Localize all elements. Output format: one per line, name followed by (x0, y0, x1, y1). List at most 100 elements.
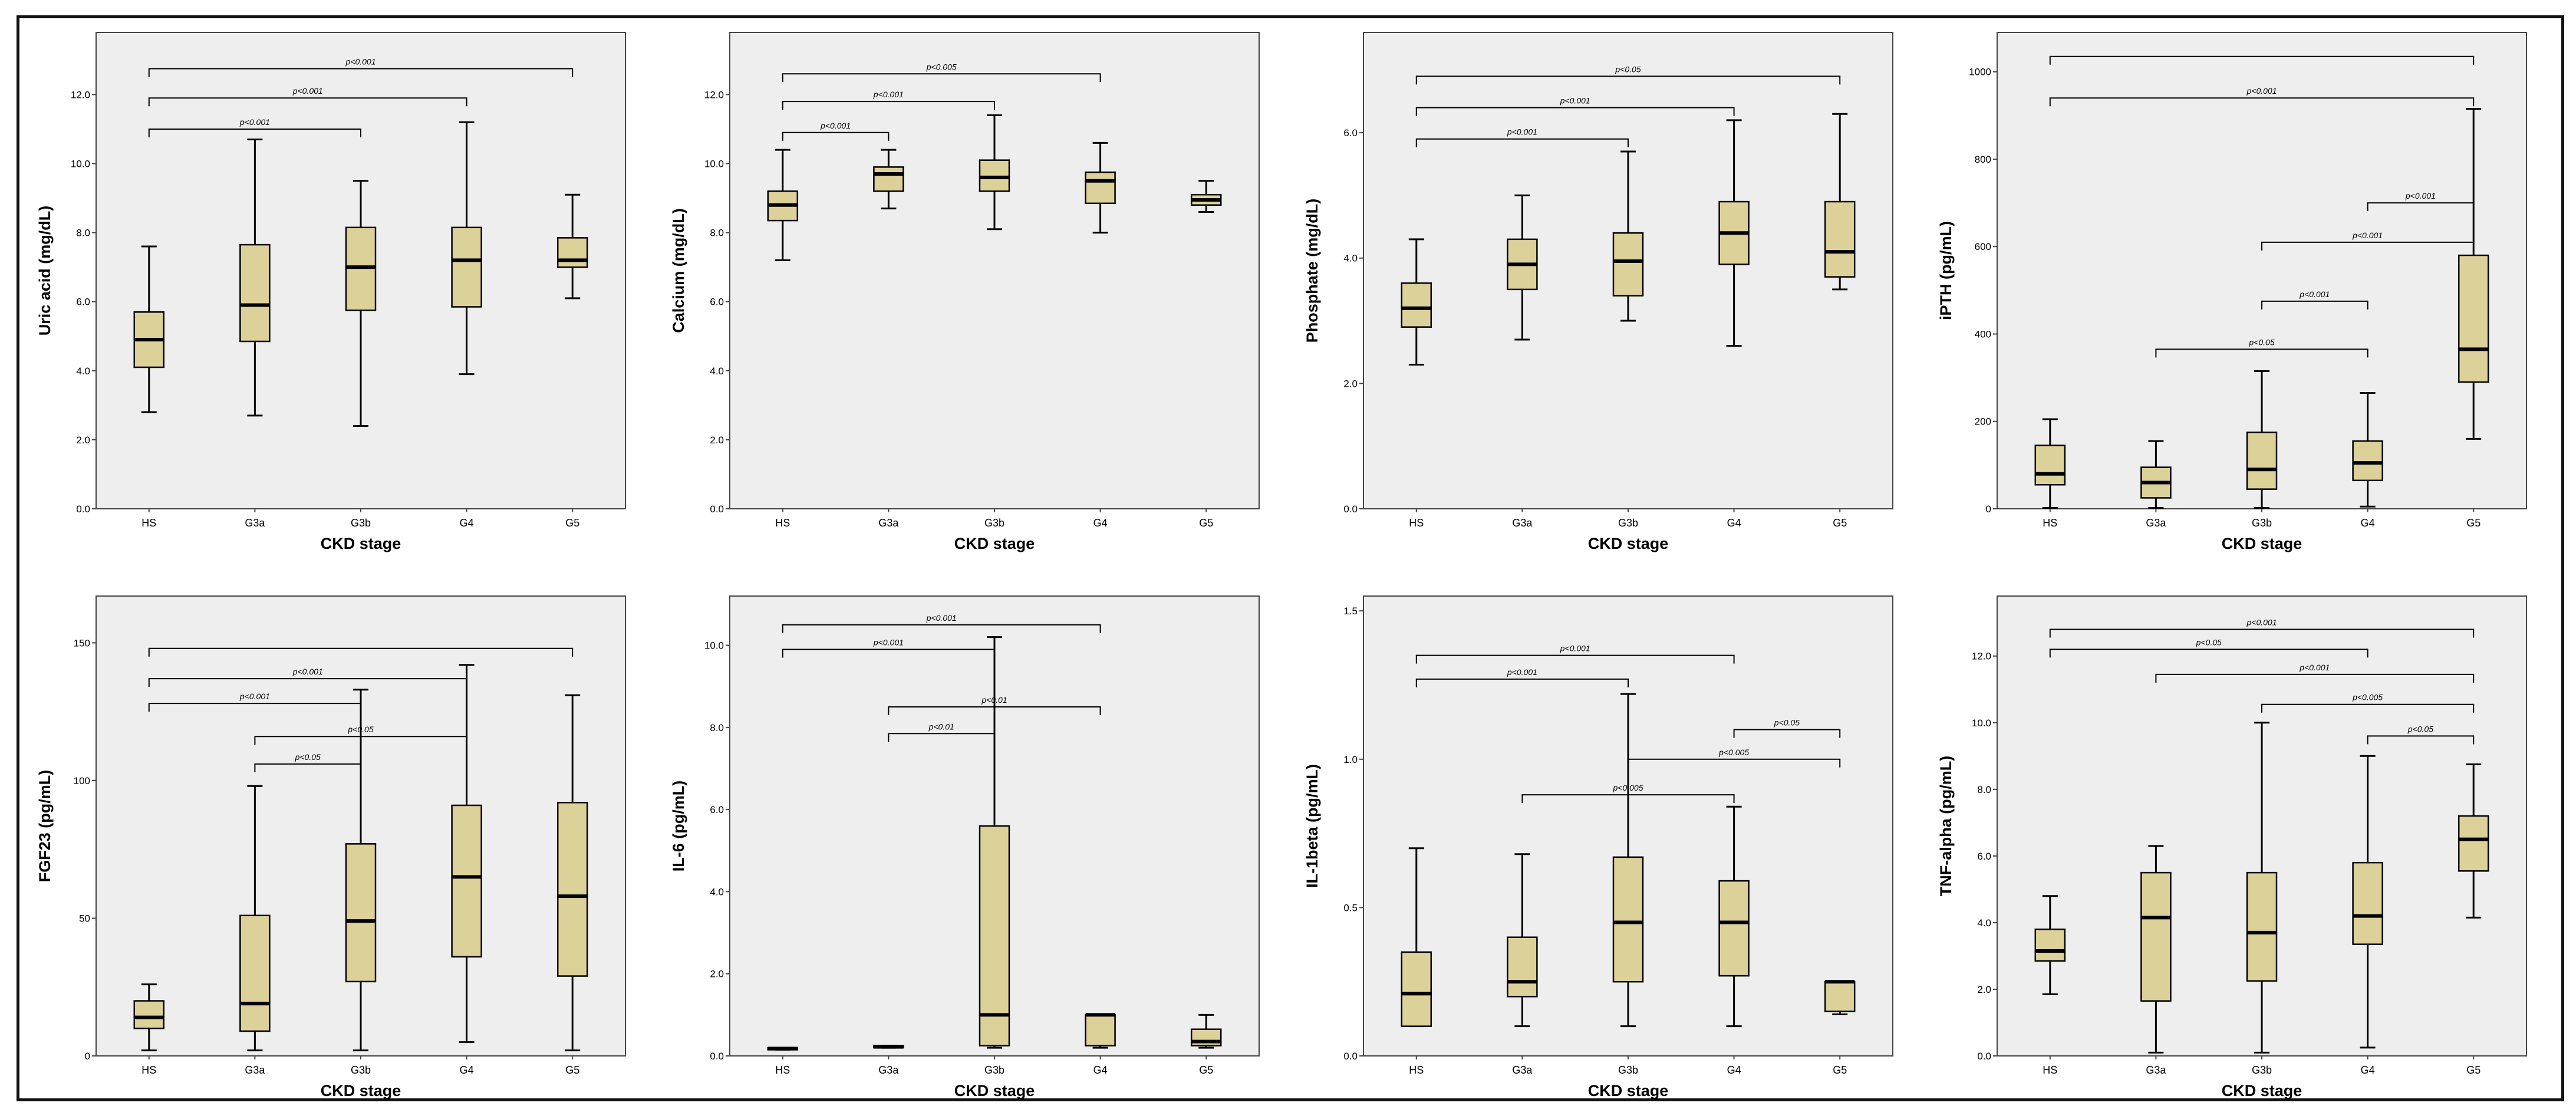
y-tick-label: 8.0 (1977, 784, 1991, 795)
box-G3b (1612, 150, 1644, 322)
box-G4 (1718, 119, 1750, 347)
bracket-line (782, 649, 995, 658)
box-G4 (2352, 755, 2383, 1049)
box-G3a (1507, 194, 1538, 341)
bracket-line (2049, 628, 2475, 638)
x-tick-label: G4 (2361, 1064, 2375, 1076)
x-tick-label: G4 (2361, 517, 2375, 529)
bracket-line (2261, 300, 2369, 310)
x-axis-label: CKD stage (954, 535, 1035, 552)
p-value-label: p<0.001 (1507, 667, 1537, 677)
p-value-label: p<0.001 (1560, 644, 1590, 653)
significance-bracket (2049, 55, 2475, 65)
figure-frame: 0.0 2.0 4.0 6.0 8.0 10.0 12.0 HS G3a G3b G4 G5 CKD s… (17, 15, 2564, 1101)
box-HS (133, 983, 165, 1052)
significance-bracket: p<0.05 (254, 752, 361, 772)
box-iqr (1824, 980, 1856, 1012)
significance-bracket: p<0.01 (888, 722, 995, 742)
y-tick-label: 4.0 (710, 366, 724, 377)
p-value-label: p<0.001 (2246, 618, 2277, 627)
x-tick-label: G3a (1512, 1064, 1533, 1076)
box-HS (1401, 847, 1432, 1028)
y-axis-label: Calcium (mg/dL) (670, 208, 687, 333)
p-value-label: p<0.001 (873, 90, 904, 99)
p-value-label: p<0.05 (347, 725, 373, 734)
y-tick-label: 0 (1986, 503, 1991, 515)
significance-bracket: p<0.001 (1415, 127, 1629, 147)
significance-bracket: p<0.001 (2049, 86, 2475, 107)
significance-bracket: p<0.001 (1415, 96, 1735, 116)
y-tick-label: 0.0 (1343, 1051, 1358, 1062)
chart-uric-acid: 0.0 2.0 4.0 6.0 8.0 10.0 12.0 HS G3a G3b G4 G5 CKD s… (36, 32, 626, 552)
y-tick-label: 10.0 (71, 158, 90, 169)
y-tick-label: 12.0 (71, 89, 90, 100)
p-value-label: p<0.05 (1615, 64, 1641, 74)
x-tick-label: G3a (1512, 517, 1533, 529)
y-axis-label: FGF23 (pg/mL) (36, 770, 54, 883)
box-iqr (2352, 440, 2383, 482)
box-iqr (1718, 880, 1750, 977)
box-iqr (979, 825, 1010, 1046)
bracket-line (2261, 703, 2475, 713)
significance-bracket: p<0.05 (2049, 637, 2369, 658)
x-tick-label: G3a (2146, 1064, 2166, 1076)
y-tick-label: 0.0 (1977, 1051, 1991, 1062)
p-value-label: p<0.001 (926, 613, 957, 623)
x-tick-label: G3b (1618, 1064, 1638, 1076)
y-tick-label: 6.0 (76, 297, 90, 308)
y-tick-label: 8.0 (76, 228, 90, 239)
box-iqr (1401, 951, 1432, 1027)
bracket-line (254, 736, 467, 745)
y-tick-label: 0.0 (76, 503, 90, 515)
x-tick-label: G3a (2146, 517, 2166, 529)
p-value-label: p<0.001 (2246, 86, 2277, 96)
x-tick-label: G4 (1093, 517, 1108, 529)
significance-bracket: p<0.01 (888, 695, 1101, 716)
y-tick-label: 800 (1975, 154, 1991, 165)
y-tick-label: 6.0 (1343, 127, 1358, 139)
box-iqr (451, 804, 482, 958)
significance-bracket: p<0.05 (2155, 337, 2369, 358)
y-tick-label: 12.0 (704, 89, 724, 100)
box-iqr (239, 914, 271, 1032)
bracket-line (148, 647, 574, 657)
box-iqr (1085, 171, 1116, 205)
y-tick-label: 0.0 (1343, 503, 1358, 515)
significance-bracket: p<0.001 (1415, 644, 1735, 664)
bracket-line (782, 624, 1101, 633)
bracket-line (1415, 75, 1841, 85)
x-tick-label: G5 (2466, 517, 2481, 529)
bracket-line (148, 68, 574, 77)
x-tick-label: G4 (1727, 517, 1741, 529)
y-tick-label: 600 (1975, 241, 1991, 252)
chart-ipth: 0 200 400 600 800 1000 HS G3a G3b G4 G5 CKD stage iP… (1937, 32, 2527, 552)
box-G5 (1824, 980, 1856, 1016)
y-axis-label: Phosphate (mg/dL) (1303, 199, 1321, 343)
y-tick-label: 1.0 (1343, 754, 1358, 765)
box-G4 (451, 664, 482, 1044)
p-value-label: p<0.001 (292, 667, 323, 676)
x-axis-label: CKD stage (2222, 535, 2302, 552)
p-value-label: p<0.001 (873, 638, 904, 647)
box-G3b (979, 114, 1010, 231)
bracket-line (1733, 729, 1841, 738)
x-tick-label: G3b (1618, 517, 1638, 529)
y-tick-label: 4.0 (1343, 253, 1358, 264)
bracket-line (782, 131, 890, 141)
x-tick-label: G5 (1833, 1064, 1847, 1076)
box-HS (767, 149, 799, 261)
box-iqr (556, 237, 588, 268)
box-iqr (2458, 815, 2489, 872)
x-tick-label: G5 (1199, 517, 1213, 529)
significance-bracket: p<0.001 (782, 613, 1101, 633)
bracket-line (2049, 97, 2475, 107)
chart-tnf-alpha: 0.0 2.0 4.0 6.0 8.0 10.0 12.0 HS G3a G3b G4 G5 CKD s… (1937, 595, 2527, 1100)
y-tick-label: 150 (74, 637, 90, 649)
y-tick-label: 0.0 (710, 1051, 724, 1062)
y-tick-label: 6.0 (1977, 851, 1991, 862)
x-tick-label: HS (141, 1064, 156, 1076)
significance-bracket: p<0.001 (2367, 191, 2475, 212)
x-tick-label: HS (1409, 1064, 1424, 1076)
bracket-line (1415, 107, 1735, 116)
bracket-line (2049, 649, 2369, 658)
